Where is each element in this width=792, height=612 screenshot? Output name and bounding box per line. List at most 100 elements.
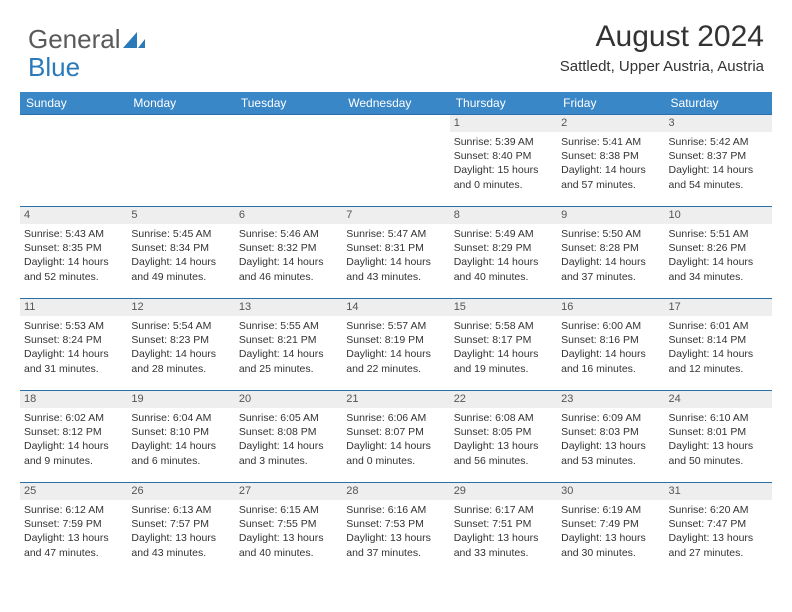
sunset-text: Sunset: 8:19 PM: [346, 333, 445, 347]
calendar-cell: 3Sunrise: 5:42 AMSunset: 8:37 PMDaylight…: [665, 115, 772, 207]
day-details: Sunrise: 6:13 AMSunset: 7:57 PMDaylight:…: [127, 500, 234, 564]
sunrise-text: Sunrise: 5:58 AM: [454, 319, 553, 333]
sunrise-text: Sunrise: 5:41 AM: [561, 135, 660, 149]
sunrise-text: Sunrise: 5:50 AM: [561, 227, 660, 241]
day-details: Sunrise: 6:02 AMSunset: 8:12 PMDaylight:…: [20, 408, 127, 472]
calendar-cell: 5Sunrise: 5:45 AMSunset: 8:34 PMDaylight…: [127, 207, 234, 299]
sunset-text: Sunset: 8:05 PM: [454, 425, 553, 439]
day-details: Sunrise: 5:46 AMSunset: 8:32 PMDaylight:…: [235, 224, 342, 288]
day-number: 16: [557, 299, 664, 316]
calendar-cell: 6Sunrise: 5:46 AMSunset: 8:32 PMDaylight…: [235, 207, 342, 299]
day-details: Sunrise: 6:00 AMSunset: 8:16 PMDaylight:…: [557, 316, 664, 380]
sunset-text: Sunset: 8:37 PM: [669, 149, 768, 163]
sunrise-text: Sunrise: 5:45 AM: [131, 227, 230, 241]
day-header: Sunday: [20, 92, 127, 115]
day-number: 19: [127, 391, 234, 408]
day-number: 29: [450, 483, 557, 500]
sunset-text: Sunset: 7:49 PM: [561, 517, 660, 531]
sunrise-text: Sunrise: 5:49 AM: [454, 227, 553, 241]
day-number: 24: [665, 391, 772, 408]
day-details: Sunrise: 6:08 AMSunset: 8:05 PMDaylight:…: [450, 408, 557, 472]
sunset-text: Sunset: 8:21 PM: [239, 333, 338, 347]
day-details: Sunrise: 6:12 AMSunset: 7:59 PMDaylight:…: [20, 500, 127, 564]
daylight-text: Daylight: 14 hours and 19 minutes.: [454, 347, 553, 375]
day-number: 3: [665, 115, 772, 132]
sunrise-text: Sunrise: 6:09 AM: [561, 411, 660, 425]
day-number: 6: [235, 207, 342, 224]
calendar-cell: 12Sunrise: 5:54 AMSunset: 8:23 PMDayligh…: [127, 299, 234, 391]
calendar-cell: 8Sunrise: 5:49 AMSunset: 8:29 PMDaylight…: [450, 207, 557, 299]
calendar-cell: 31Sunrise: 6:20 AMSunset: 7:47 PMDayligh…: [665, 483, 772, 575]
daylight-text: Daylight: 15 hours and 0 minutes.: [454, 163, 553, 191]
daylight-text: Daylight: 14 hours and 31 minutes.: [24, 347, 123, 375]
daylight-text: Daylight: 13 hours and 53 minutes.: [561, 439, 660, 467]
day-details: Sunrise: 5:49 AMSunset: 8:29 PMDaylight:…: [450, 224, 557, 288]
sunrise-text: Sunrise: 6:15 AM: [239, 503, 338, 517]
sunset-text: Sunset: 8:12 PM: [24, 425, 123, 439]
day-number: 9: [557, 207, 664, 224]
calendar-cell: 25Sunrise: 6:12 AMSunset: 7:59 PMDayligh…: [20, 483, 127, 575]
daylight-text: Daylight: 14 hours and 0 minutes.: [346, 439, 445, 467]
calendar-cell: [127, 115, 234, 207]
sunrise-text: Sunrise: 5:51 AM: [669, 227, 768, 241]
header-right: August 2024 Sattledt, Upper Austria, Aus…: [560, 20, 764, 75]
daylight-text: Daylight: 14 hours and 28 minutes.: [131, 347, 230, 375]
sunset-text: Sunset: 8:29 PM: [454, 241, 553, 255]
day-number: 8: [450, 207, 557, 224]
sunrise-text: Sunrise: 5:55 AM: [239, 319, 338, 333]
daylight-text: Daylight: 14 hours and 16 minutes.: [561, 347, 660, 375]
day-details: Sunrise: 5:58 AMSunset: 8:17 PMDaylight:…: [450, 316, 557, 380]
sunrise-text: Sunrise: 5:43 AM: [24, 227, 123, 241]
day-details: Sunrise: 5:55 AMSunset: 8:21 PMDaylight:…: [235, 316, 342, 380]
sunrise-text: Sunrise: 6:00 AM: [561, 319, 660, 333]
sunrise-text: Sunrise: 5:42 AM: [669, 135, 768, 149]
day-number: 27: [235, 483, 342, 500]
day-details: Sunrise: 6:09 AMSunset: 8:03 PMDaylight:…: [557, 408, 664, 472]
logo-part2: Blue: [28, 52, 80, 82]
day-number: 21: [342, 391, 449, 408]
sunrise-text: Sunrise: 6:04 AM: [131, 411, 230, 425]
day-number: 4: [20, 207, 127, 224]
calendar-cell: 15Sunrise: 5:58 AMSunset: 8:17 PMDayligh…: [450, 299, 557, 391]
sunset-text: Sunset: 8:08 PM: [239, 425, 338, 439]
day-details: Sunrise: 5:42 AMSunset: 8:37 PMDaylight:…: [665, 132, 772, 196]
sunrise-text: Sunrise: 6:13 AM: [131, 503, 230, 517]
sunrise-text: Sunrise: 6:02 AM: [24, 411, 123, 425]
calendar-cell: 24Sunrise: 6:10 AMSunset: 8:01 PMDayligh…: [665, 391, 772, 483]
calendar-cell: 27Sunrise: 6:15 AMSunset: 7:55 PMDayligh…: [235, 483, 342, 575]
daylight-text: Daylight: 14 hours and 43 minutes.: [346, 255, 445, 283]
day-header: Wednesday: [342, 92, 449, 115]
daylight-text: Daylight: 13 hours and 40 minutes.: [239, 531, 338, 559]
day-details: Sunrise: 5:43 AMSunset: 8:35 PMDaylight:…: [20, 224, 127, 288]
day-details: Sunrise: 5:57 AMSunset: 8:19 PMDaylight:…: [342, 316, 449, 380]
calendar-cell: [235, 115, 342, 207]
daylight-text: Daylight: 14 hours and 37 minutes.: [561, 255, 660, 283]
day-header: Thursday: [450, 92, 557, 115]
day-details: Sunrise: 5:39 AMSunset: 8:40 PMDaylight:…: [450, 132, 557, 196]
day-details: Sunrise: 5:50 AMSunset: 8:28 PMDaylight:…: [557, 224, 664, 288]
calendar-cell: 22Sunrise: 6:08 AMSunset: 8:05 PMDayligh…: [450, 391, 557, 483]
sunrise-text: Sunrise: 6:08 AM: [454, 411, 553, 425]
day-number: 17: [665, 299, 772, 316]
calendar-cell: 30Sunrise: 6:19 AMSunset: 7:49 PMDayligh…: [557, 483, 664, 575]
calendar-cell: 2Sunrise: 5:41 AMSunset: 8:38 PMDaylight…: [557, 115, 664, 207]
daylight-text: Daylight: 14 hours and 52 minutes.: [24, 255, 123, 283]
sunset-text: Sunset: 8:38 PM: [561, 149, 660, 163]
sunrise-text: Sunrise: 5:57 AM: [346, 319, 445, 333]
daylight-text: Daylight: 14 hours and 12 minutes.: [669, 347, 768, 375]
day-header: Saturday: [665, 92, 772, 115]
calendar-cell: 19Sunrise: 6:04 AMSunset: 8:10 PMDayligh…: [127, 391, 234, 483]
day-number: 30: [557, 483, 664, 500]
day-details: Sunrise: 6:17 AMSunset: 7:51 PMDaylight:…: [450, 500, 557, 564]
day-number: 2: [557, 115, 664, 132]
daylight-text: Daylight: 14 hours and 54 minutes.: [669, 163, 768, 191]
day-details: Sunrise: 6:01 AMSunset: 8:14 PMDaylight:…: [665, 316, 772, 380]
sunset-text: Sunset: 8:14 PM: [669, 333, 768, 347]
day-number: 1: [450, 115, 557, 132]
calendar-cell: 13Sunrise: 5:55 AMSunset: 8:21 PMDayligh…: [235, 299, 342, 391]
sunrise-text: Sunrise: 5:53 AM: [24, 319, 123, 333]
daylight-text: Daylight: 13 hours and 47 minutes.: [24, 531, 123, 559]
sunrise-text: Sunrise: 5:39 AM: [454, 135, 553, 149]
daylight-text: Daylight: 14 hours and 46 minutes.: [239, 255, 338, 283]
calendar-cell: 26Sunrise: 6:13 AMSunset: 7:57 PMDayligh…: [127, 483, 234, 575]
